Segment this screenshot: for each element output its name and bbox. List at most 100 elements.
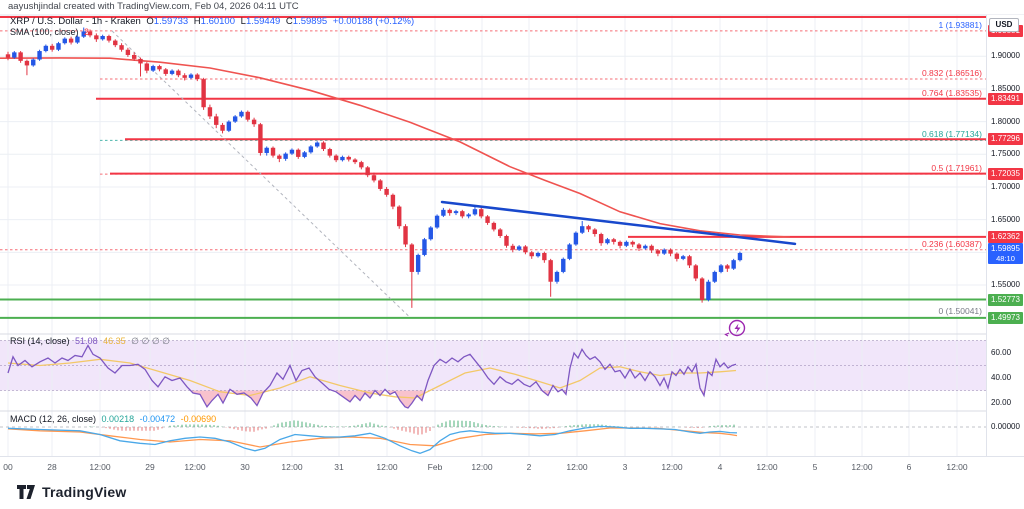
time-tick-label: 00 <box>3 462 13 472</box>
time-tick-label: 29 <box>145 462 155 472</box>
candle-body <box>516 246 522 250</box>
ohlc-close-value: 1.59895 <box>292 16 328 27</box>
candle-body <box>163 69 168 74</box>
time-tick-label: 6 <box>906 462 912 472</box>
price-label-box: 1.62362 <box>988 230 1023 243</box>
candle-body <box>643 245 648 249</box>
time-tick-label: 5 <box>812 462 818 472</box>
candle-body <box>529 252 534 257</box>
fib-level-label: 0.236 (1.60387) <box>921 238 982 249</box>
candle-body <box>182 75 187 78</box>
sma-100-line <box>0 57 791 238</box>
candle-body <box>5 54 11 58</box>
candle-body <box>390 194 396 207</box>
candle-body <box>441 209 446 216</box>
candle-body <box>62 38 67 44</box>
candle-body <box>106 36 112 41</box>
candle-body <box>523 246 528 253</box>
candle-body <box>415 254 421 272</box>
candle-body <box>296 149 301 157</box>
price-tick-label: 1.55000 <box>991 279 1020 289</box>
candle-body <box>113 40 118 46</box>
time-tick-label: 12:00 <box>756 462 778 472</box>
price-label-value: 1.83491 <box>991 93 1020 103</box>
candle-body <box>409 244 415 272</box>
tradingview-logo[interactable]: TradingView <box>16 484 126 500</box>
price-tick-label: 20.00 <box>991 398 1012 407</box>
candle-body <box>220 124 225 131</box>
candle-body <box>706 281 711 301</box>
time-tick-label: 28 <box>47 462 57 472</box>
candle-body <box>258 124 263 153</box>
candle-body <box>352 159 358 163</box>
candle-body <box>144 63 150 71</box>
candle-body <box>157 66 162 70</box>
candle-body <box>662 249 667 254</box>
usd-currency-button[interactable]: USD <box>989 18 1019 32</box>
candle-body <box>169 70 175 74</box>
fib-level-label: 0.764 (1.83535) <box>921 87 982 98</box>
candle-body <box>737 252 743 261</box>
candle-body <box>680 256 686 259</box>
price-label-value: 1.59895 <box>991 243 1020 253</box>
candle-body <box>49 45 55 50</box>
candle-body <box>586 226 591 230</box>
candle-body <box>403 226 408 245</box>
candle-body <box>434 215 440 228</box>
macd-line <box>7 425 738 454</box>
price-label-box: 1.49973 <box>988 311 1023 324</box>
price-axis[interactable]: 1.938811.834911.772961.720351.623621.598… <box>986 15 1024 478</box>
candle-body <box>24 60 30 66</box>
candle-body <box>81 31 86 37</box>
time-tick-label: 31 <box>334 462 344 472</box>
ohlc-low-value: 1.59449 <box>245 16 281 27</box>
candle-body <box>605 239 610 244</box>
time-axis[interactable]: 00 28 12:00 29 12:00 30 12:00 31 12:00 Feb 12:00 2 1… <box>0 456 1024 479</box>
fib-diagonal-line <box>111 30 411 318</box>
price-label-value: 1.62362 <box>991 231 1020 241</box>
price-label-value: 1.72035 <box>991 168 1020 178</box>
replay-flash-icon[interactable] <box>724 319 746 337</box>
candle-body <box>535 252 541 257</box>
rsi-empty-values: ∅ ∅ ∅ ∅ <box>131 336 171 346</box>
price-tick-label: 1.65000 <box>991 214 1020 224</box>
change-value: +0.00188 (+0.12%) <box>332 16 415 27</box>
tradingview-logo-icon <box>17 485 35 499</box>
candle-body <box>12 52 17 58</box>
price-label-box: 1.72035 <box>988 167 1023 180</box>
candle-body <box>378 180 383 189</box>
candle-body <box>466 214 471 217</box>
time-tick-label: 4 <box>717 462 723 472</box>
ohlc-open-label: O <box>146 16 154 27</box>
candle-body <box>201 79 206 108</box>
candle-body <box>624 241 629 246</box>
candle-body <box>214 116 219 125</box>
candle-body <box>37 51 42 60</box>
price-label-value: 1.77296 <box>991 134 1020 144</box>
price-tick-label: 0.00000 <box>991 422 1020 431</box>
candle-body <box>43 45 49 52</box>
candle-body <box>718 265 724 272</box>
candle-body <box>277 155 282 159</box>
candle-body <box>504 235 509 246</box>
rsi-label: RSI (14, close) <box>10 336 70 346</box>
sma-label: SMA (100, close) <box>10 27 79 37</box>
candle-body <box>693 265 698 279</box>
countdown-timer: 48:10 <box>996 253 1015 263</box>
candle-body <box>333 155 339 161</box>
candle-body <box>573 232 579 245</box>
price-tick-label: 1.75000 <box>991 149 1020 159</box>
candle-body <box>232 116 238 122</box>
candle-body <box>453 211 459 214</box>
candle-body <box>668 249 673 254</box>
time-tick-label: Feb <box>427 462 443 472</box>
time-tick-label: 3 <box>622 462 628 472</box>
price-label-value: 1.49973 <box>991 312 1020 322</box>
price-label-box: 1.59895 48:10 <box>988 242 1023 264</box>
time-tick-label: 12:00 <box>661 462 683 472</box>
attribution-text: aayushjindal created with TradingView.co… <box>8 1 299 12</box>
candle-body <box>87 31 93 36</box>
candle-body <box>239 111 244 117</box>
